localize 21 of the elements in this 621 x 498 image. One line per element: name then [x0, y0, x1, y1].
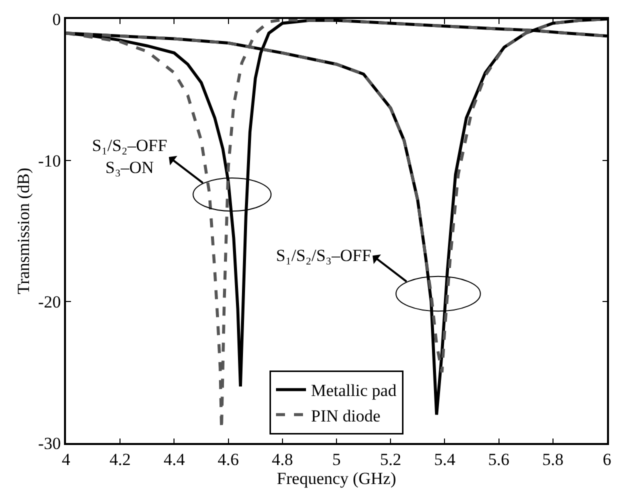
y-tick-label: -10: [38, 151, 61, 170]
x-tick-label: 5.2: [380, 450, 402, 470]
x-tick-label: 4.4: [164, 450, 186, 470]
y-tick-label: -20: [38, 292, 61, 312]
x-tick-label: 6: [602, 450, 612, 470]
x-tick-label: 5.6: [488, 450, 510, 470]
x-tick-label: 4: [62, 450, 71, 470]
y-tick-label: -30: [38, 434, 61, 453]
legend-label: PIN diode: [311, 406, 380, 426]
x-axis-title: Frequency (GHz): [276, 469, 396, 488]
x-tick-label: 4.6: [218, 450, 239, 470]
annotation: S₁/S₂–OFF S₃–ON: [92, 136, 168, 178]
x-tick-label: 5.4: [434, 450, 456, 470]
y-tick-label: 0: [52, 10, 61, 29]
x-tick-label: 5: [332, 450, 341, 470]
x-tick-label: 4.8: [272, 450, 294, 470]
legend-label: Metallic pad: [311, 381, 397, 400]
annotation: S₁/S₂/S₃–OFF: [276, 246, 372, 265]
x-tick-label: 5.8: [542, 450, 564, 470]
y-axis-title: Transmission (dB): [14, 168, 34, 294]
x-tick-label: 4.2: [109, 450, 131, 470]
